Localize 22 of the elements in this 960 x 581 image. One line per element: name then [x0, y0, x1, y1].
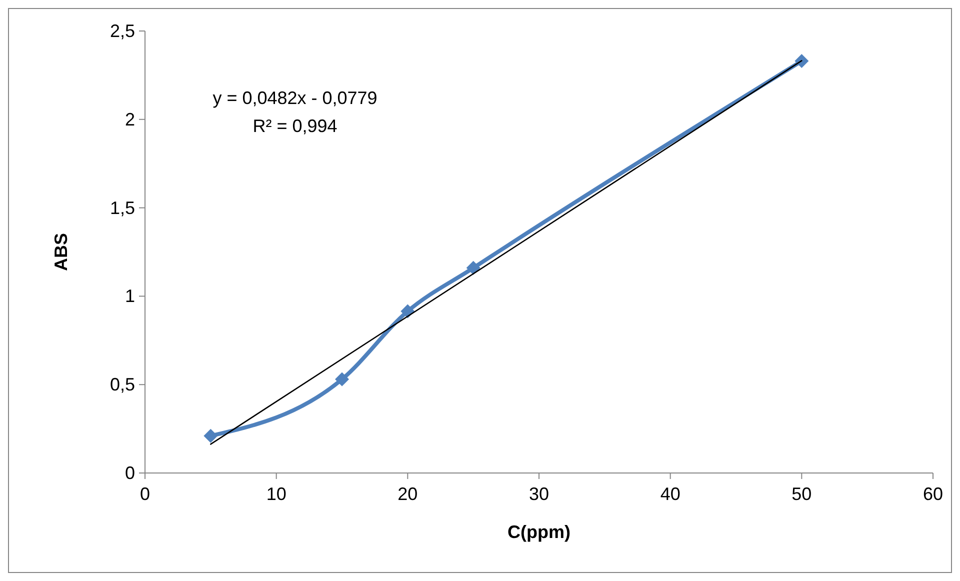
y-tick-label: 2 — [124, 109, 135, 130]
x-tick-label: 50 — [792, 484, 812, 504]
y-tick-label: 2,5 — [110, 21, 135, 41]
point — [466, 260, 480, 275]
x-tick-label: 30 — [528, 484, 550, 504]
annotation: y = 0,0482x - 0,0779 — [212, 88, 378, 108]
x-tick-label: 0 — [140, 484, 150, 504]
annotation: R² = 0,994 — [252, 116, 338, 136]
x-tick-label: 40 — [660, 484, 680, 504]
point — [794, 54, 809, 68]
x-tick-label: 10 — [266, 484, 286, 504]
y-axis-title: ABS — [51, 232, 71, 272]
y-tick-label: 1,5 — [110, 198, 135, 218]
point — [400, 304, 415, 318]
y-tick-label: 0,5 — [110, 374, 135, 395]
x-tick-label: 60 — [922, 484, 944, 504]
point — [204, 428, 218, 443]
y-tick-label: 1 — [124, 286, 135, 306]
x-axis-title: C(ppm) — [508, 522, 570, 542]
y-tick-label: 0 — [124, 463, 135, 483]
x-tick-label: 20 — [398, 484, 418, 504]
point — [335, 372, 349, 386]
